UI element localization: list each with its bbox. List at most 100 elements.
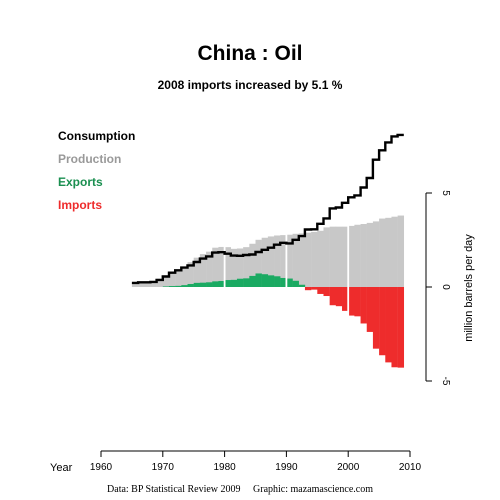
- production-bar: [391, 216, 398, 287]
- production-bar: [131, 282, 139, 287]
- exports-bar: [298, 284, 306, 287]
- y-tick-label: 5: [440, 190, 451, 196]
- imports-bar: [323, 287, 330, 297]
- x-tick-label: 2000: [337, 462, 360, 473]
- imports-bar: [348, 287, 355, 316]
- imports-bar: [385, 287, 392, 363]
- imports-bar: [304, 287, 312, 291]
- exports-bar: [168, 286, 176, 287]
- exports-bar: [206, 282, 213, 287]
- chart-subtitle: 2008 imports increased by 5.1 %: [158, 78, 343, 92]
- exports-bar: [292, 280, 299, 287]
- production-bar: [311, 231, 318, 287]
- legend-item-production: Production: [58, 152, 121, 166]
- exports-bar: [255, 273, 262, 287]
- exports-bar: [230, 279, 238, 287]
- production-bar: [354, 224, 361, 287]
- production-bar: [280, 235, 287, 287]
- exports-bar: [218, 280, 225, 287]
- production-bar: [348, 225, 355, 287]
- exports-bar: [236, 278, 244, 287]
- production-bar: [274, 235, 281, 287]
- production-bar: [156, 278, 163, 287]
- y-axis: -5 0 5: [425, 190, 451, 386]
- legend-item-imports: Imports: [58, 198, 102, 212]
- imports-bar: [391, 287, 398, 368]
- x-axis: 1960 1970 1980 1990 2000 2010: [90, 450, 422, 473]
- exports-bar: [280, 277, 287, 287]
- legend: Consumption Production Exports Imports: [58, 129, 135, 212]
- x-tick-label: 1970: [152, 462, 175, 473]
- exports-bars: [162, 273, 306, 287]
- production-bar: [292, 233, 299, 287]
- imports-bar: [372, 287, 380, 349]
- production-bar: [150, 280, 157, 287]
- production-bar: [218, 246, 225, 287]
- production-bars: [131, 215, 405, 287]
- production-bar: [329, 226, 337, 287]
- imports-bar: [379, 287, 386, 356]
- production-bar: [385, 217, 392, 287]
- exports-bar: [267, 275, 275, 287]
- consumption-line: [131, 133, 404, 285]
- exports-bar: [286, 278, 293, 287]
- y-tick-label: -5: [440, 377, 451, 386]
- production-bar: [199, 254, 207, 287]
- production-bar: [249, 243, 256, 287]
- production-bar: [298, 233, 306, 287]
- production-bar: [138, 281, 145, 287]
- imports-bar: [360, 287, 367, 324]
- production-bar: [206, 251, 213, 287]
- exports-bar: [199, 282, 207, 287]
- production-bar: [317, 230, 324, 287]
- exports-bar: [274, 276, 281, 287]
- exports-bar: [175, 285, 182, 287]
- imports-bar: [354, 287, 361, 317]
- exports-bar: [212, 281, 219, 287]
- production-bar: [212, 247, 219, 287]
- production-bar: [144, 281, 151, 287]
- y-tick-label: 0: [440, 284, 451, 290]
- imports-bars: [304, 287, 405, 368]
- imports-bar: [329, 287, 337, 306]
- imports-bar: [311, 287, 318, 290]
- production-bar: [267, 236, 275, 287]
- exports-bar: [193, 282, 201, 287]
- x-axis-label: Year: [50, 462, 73, 474]
- production-bar: [323, 227, 330, 287]
- x-tick-label: 2010: [399, 462, 422, 473]
- production-bar: [366, 222, 374, 287]
- imports-bar: [342, 287, 349, 311]
- production-bar: [360, 224, 367, 287]
- production-bar: [168, 272, 176, 287]
- production-bar: [255, 239, 262, 287]
- production-bar: [224, 247, 231, 287]
- production-bar: [162, 275, 170, 287]
- exports-bar: [162, 286, 170, 287]
- production-bar: [372, 221, 380, 287]
- production-bar: [230, 248, 238, 287]
- imports-bar: [335, 287, 343, 307]
- production-bar: [261, 237, 269, 287]
- imports-bar: [317, 287, 324, 294]
- production-bar: [175, 269, 182, 287]
- decade-gridlines: [223, 193, 350, 381]
- exports-bar: [224, 280, 231, 287]
- production-bar: [286, 234, 293, 287]
- production-bar: [243, 247, 250, 287]
- chart-title: China : Oil: [198, 42, 303, 65]
- legend-item-exports: Exports: [58, 175, 103, 189]
- imports-bar: [397, 287, 405, 368]
- production-bar: [342, 226, 349, 287]
- exports-bar: [249, 275, 256, 287]
- production-bar: [397, 215, 405, 287]
- legend-item-consumption: Consumption: [58, 129, 135, 143]
- production-bar: [181, 266, 188, 287]
- y-axis-label: million barrels per day: [463, 234, 475, 342]
- production-bar: [379, 218, 386, 287]
- production-bar: [236, 248, 244, 287]
- x-tick-label: 1960: [90, 462, 113, 473]
- production-bar: [187, 262, 194, 287]
- footer-credit: Data: BP Statistical Review 2009 Graphic…: [107, 484, 373, 495]
- production-bar: [304, 232, 312, 287]
